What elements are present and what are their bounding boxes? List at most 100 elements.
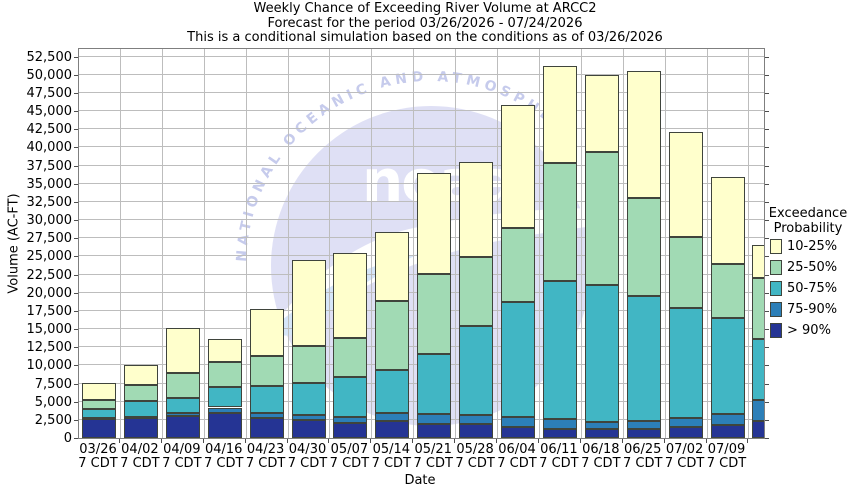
x-tick-label: 06/11 7 CDT [537,443,581,471]
y-tick-label: 37,500 [26,158,73,174]
x-tick-date: 06/04 [498,442,536,457]
bar-segment-10-25% [82,382,116,401]
x-tick-date: 04/09 [163,442,201,457]
h-gridline [79,128,764,130]
bar-segment-50-75% [501,302,535,417]
x-tick-label: 06/25 7 CDT [621,443,665,471]
y-axis-tick [74,74,78,76]
y-axis-tick [74,111,78,112]
legend-swatch [770,260,782,275]
x-tick-time: 7 CDT [497,456,537,471]
y-axis-tick [74,438,78,439]
legend-entry: 10-25% [766,236,850,257]
y-axis-tick [74,365,78,367]
bar-segment-25-50% [501,228,535,303]
x-tick-time: 7 CDT [162,456,202,471]
bar-clipped [752,244,764,438]
y-axis-tick [74,183,78,185]
x-tick-label: 05/21 7 CDT [411,443,455,471]
bar-segment-10-25% [542,65,577,163]
y-tick-label: 25,000 [26,249,73,265]
y-axis-tick-right [765,165,769,167]
bar-segment-50-75% [375,369,410,413]
bar-segment-50-75% [668,307,703,419]
v-gridline [455,49,457,438]
y-tick-label: 32,500 [26,194,73,210]
legend-title-line2: Probability [773,221,843,236]
bar-segment-10-25% [752,244,764,279]
bar-segment-25-50% [542,162,577,282]
bar-segment-> 90% [459,424,494,438]
bar-segment-75-90% [542,419,577,429]
bar-segment-10-25% [417,172,452,274]
bar-segment-75-90% [333,416,368,423]
y-axis-tick-right [765,329,769,330]
x-tick-label: 04/16 7 CDT [202,443,246,471]
bar-segment-25-50% [752,278,764,340]
bar-05/14 [375,231,410,438]
bar-04/16 [207,338,242,438]
legend-entry: 50-75% [766,278,850,299]
bar-segment-50-75% [291,382,326,416]
y-tick-label: 0 [63,431,72,446]
x-axis-tick [412,439,414,443]
y-axis-tick [74,201,78,203]
x-tick-date: 06/18 [582,442,620,457]
v-gridline [245,49,247,438]
x-axis-tick [160,439,162,443]
h-gridline [79,146,764,148]
bar-segment-> 90% [626,428,661,438]
y-axis-tick-right [765,92,769,94]
bar-segment-75-90% [501,416,535,428]
y-tick-label: 52,500 [26,49,73,65]
chart-title: Weekly Chance of Exceeding River Volume … [253,1,597,16]
y-tick-label: 40,000 [26,140,73,156]
y-tick-label: 27,500 [26,231,73,247]
y-axis-tick-right [765,310,769,312]
y-axis-tick-right [765,220,769,221]
y-axis-tick [74,56,78,58]
bar-segment-> 90% [123,418,158,438]
bar-segment-10-25% [584,74,619,152]
y-tick-label: 5,000 [34,394,72,410]
y-axis-tick-right [765,111,769,112]
bar-segment-50-75% [417,353,452,415]
x-tick-time: 7 CDT [706,456,747,471]
v-gridline [497,49,498,438]
bar-segment-25-50% [459,257,494,327]
bar-segment-> 90% [501,427,535,438]
bar-segment-25-50% [82,400,116,410]
y-axis-tick [74,129,78,131]
x-tick-date: 04/30 [288,442,327,457]
bar-segment-75-90% [459,414,494,425]
bar-segment-50-75% [626,296,661,421]
y-axis-tick-right [765,201,769,203]
x-tick-date: 04/16 [204,442,243,457]
bar-segment-25-50% [165,372,200,399]
x-tick-time: 7 CDT [413,456,453,471]
y-axis-tick-right [765,256,769,258]
bar-segment-50-75% [82,409,116,418]
y-tick-label: 10,000 [26,358,73,374]
x-tick-label: 07/09 7 CDT [705,443,749,471]
x-tick-label: 04/09 7 CDT [160,443,204,471]
bar-segment-75-90% [207,407,242,413]
bar-segment-50-75% [584,285,619,423]
legend-title: Exceedance Probability [766,206,850,236]
v-gridline [538,49,540,438]
x-tick-time: 7 CDT [287,456,328,471]
legend-entry: 25-50% [766,257,850,278]
x-tick-time: 7 CDT [120,456,160,471]
x-axis-tick [537,439,539,443]
bar-segment-25-50% [417,273,452,354]
x-axis-tick [118,439,120,443]
x-tick-time: 7 CDT [78,456,118,471]
x-tick-time: 7 CDT [203,456,244,471]
chart-note: This is a conditional simulation based o… [187,30,663,45]
legend-swatch [770,281,782,296]
bar-segment-> 90% [542,428,577,438]
bar-segment-50-75% [752,339,764,400]
bar-segment-10-25% [291,259,326,347]
x-tick-label: 05/14 7 CDT [369,443,413,471]
